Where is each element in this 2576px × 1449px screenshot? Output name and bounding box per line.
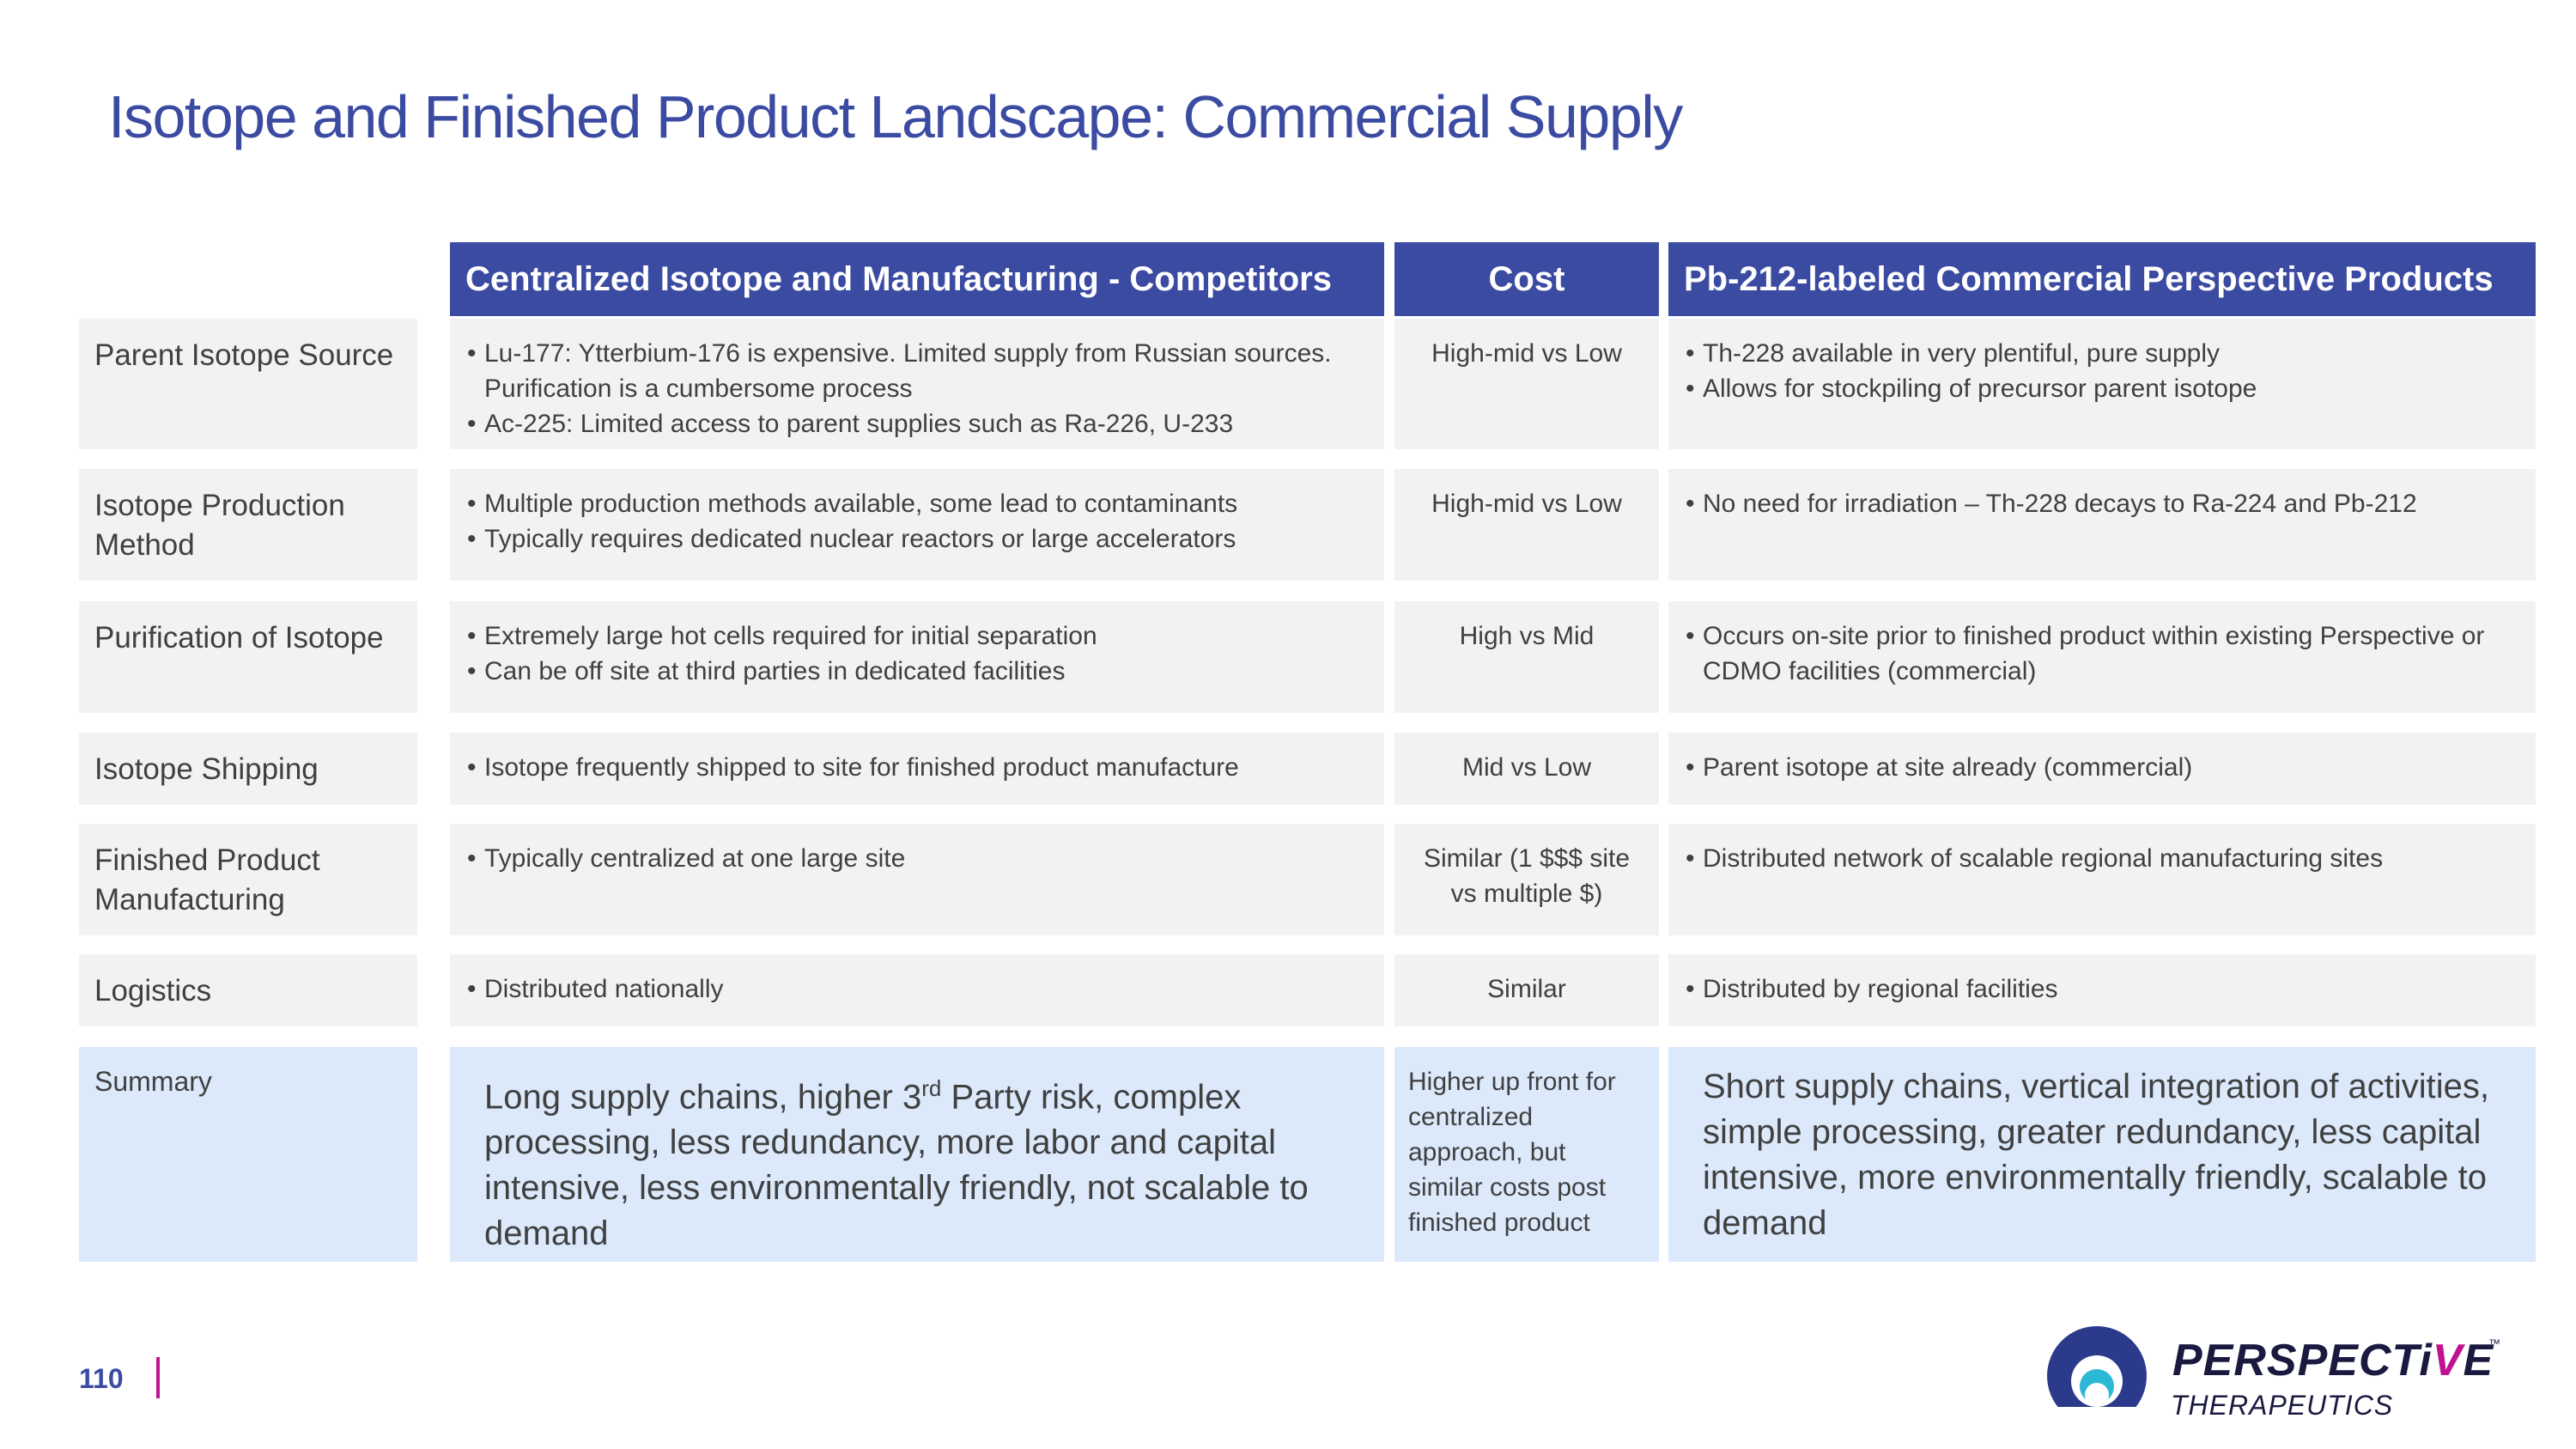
perspective-cell-logistics: Distributed by regional facilities — [1668, 954, 2536, 1026]
bullet-item: Typically centralized at one large site — [467, 841, 1367, 876]
bullet-item: Typically requires dedicated nuclear rea… — [467, 521, 1367, 557]
page-number: 110 — [79, 1363, 124, 1394]
perspective-cell-parent-isotope-source: Th-228 available in very plentiful, pure… — [1668, 319, 2536, 449]
competitors-cell-purification-of-isotope: Extremely large hot cells required for i… — [450, 601, 1384, 713]
perspective-cell-isotope-production-method: No need for irradiation – Th-228 decays … — [1668, 469, 2536, 581]
company-logo: PERSPECTiVE ™ THERAPEUTICS — [2042, 1324, 2523, 1428]
competitors-cell-isotope-production-method: Multiple production methods available, s… — [450, 469, 1384, 581]
cost-cell-parent-isotope-source: High-mid vs Low — [1394, 319, 1659, 449]
summary-competitors: Long supply chains, higher 3rd Party ris… — [450, 1047, 1384, 1262]
row-label-isotope-shipping: Isotope Shipping — [79, 733, 417, 805]
logo-subtitle: THERAPEUTICS — [2171, 1390, 2394, 1421]
column-header-cost: Cost — [1394, 242, 1659, 316]
logo-wordmark: PERSPECTiVE — [2172, 1336, 2494, 1385]
competitors-cell-isotope-shipping: Isotope frequently shipped to site for f… — [450, 733, 1384, 805]
bullet-item: Occurs on-site prior to finished product… — [1686, 618, 2518, 689]
row-label-summary: Summary — [79, 1047, 417, 1262]
page-title: Isotope and Finished Product Landscape: … — [108, 83, 1683, 150]
row-label-parent-isotope-source: Parent Isotope Source — [79, 319, 417, 449]
column-header-perspective: Pb-212-labeled Commercial Perspective Pr… — [1668, 242, 2536, 316]
logo-accent-letter: V — [2432, 1336, 2464, 1385]
bullet-item: Lu-177: Ytterbium-176 is expensive. Limi… — [467, 336, 1367, 406]
row-label-finished-product-manufacturing: Finished Product Manufacturing — [79, 824, 417, 935]
bullet-item: Isotope frequently shipped to site for f… — [467, 750, 1367, 785]
summary-competitors-text-end: Party risk, complex processing, less red… — [484, 1078, 1309, 1253]
bullet-item: Parent isotope at site already (commerci… — [1686, 750, 2518, 785]
bullet-item: Multiple production methods available, s… — [467, 486, 1367, 521]
bullet-item: Distributed nationally — [467, 971, 1367, 1007]
bullet-item: Allows for stockpiling of precursor pare… — [1686, 371, 2518, 406]
logo-trademark: ™ — [2488, 1336, 2500, 1350]
bullet-item: Can be off site at third parties in dedi… — [467, 654, 1367, 689]
competitors-cell-finished-product-manufacturing: Typically centralized at one large site — [450, 824, 1384, 935]
cost-cell-isotope-production-method: High-mid vs Low — [1394, 469, 1659, 581]
row-label-isotope-production-method: Isotope Production Method — [79, 469, 417, 581]
perspective-cell-isotope-shipping: Parent isotope at site already (commerci… — [1668, 733, 2536, 805]
cost-cell-isotope-shipping: Mid vs Low — [1394, 733, 1659, 805]
competitors-cell-logistics: Distributed nationally — [450, 954, 1384, 1026]
perspective-cell-purification-of-isotope: Occurs on-site prior to finished product… — [1668, 601, 2536, 713]
summary-competitors-text-start: Long supply chains, higher 3 — [484, 1078, 922, 1117]
summary-perspective: Short supply chains, vertical integratio… — [1668, 1047, 2536, 1262]
bullet-item: Distributed network of scalable regional… — [1686, 841, 2518, 876]
row-label-logistics: Logistics — [79, 954, 417, 1026]
summary-competitors-superscript: rd — [921, 1075, 942, 1101]
bullet-item: No need for irradiation – Th-228 decays … — [1686, 486, 2518, 521]
bullet-item: Distributed by regional facilities — [1686, 971, 2518, 1007]
footer-divider — [156, 1357, 160, 1398]
logo-mark-icon — [2042, 1326, 2154, 1428]
cost-cell-finished-product-manufacturing: Similar (1 $$$ site vs multiple $) — [1394, 824, 1659, 935]
cost-cell-purification-of-isotope: High vs Mid — [1394, 601, 1659, 713]
bullet-item: Ac-225: Limited access to parent supplie… — [467, 406, 1367, 441]
competitors-cell-parent-isotope-source: Lu-177: Ytterbium-176 is expensive. Limi… — [450, 319, 1384, 449]
column-header-competitors: Centralized Isotope and Manufacturing - … — [450, 242, 1384, 316]
perspective-cell-finished-product-manufacturing: Distributed network of scalable regional… — [1668, 824, 2536, 935]
summary-cost: Higher up front for centralized approach… — [1394, 1047, 1659, 1262]
bullet-item: Extremely large hot cells required for i… — [467, 618, 1367, 654]
bullet-item: Th-228 available in very plentiful, pure… — [1686, 336, 2518, 371]
row-label-purification-of-isotope: Purification of Isotope — [79, 601, 417, 713]
cost-cell-logistics: Similar — [1394, 954, 1659, 1026]
